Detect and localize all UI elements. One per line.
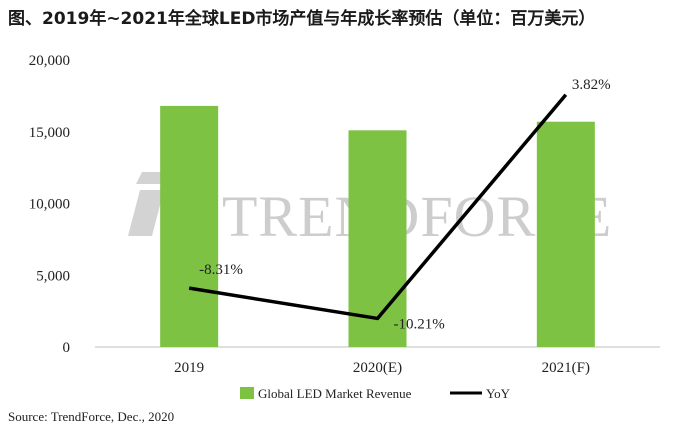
yoy-line-layer (188, 93, 568, 321)
x-tick-label: 2019 (174, 360, 204, 376)
legend-line-label: YoY (486, 386, 511, 401)
bar-2019 (160, 105, 219, 347)
watermark-logo-stem (128, 190, 164, 236)
y-tick-label: 15,000 (29, 125, 70, 141)
legend: Global LED Market Revenue YoY (240, 386, 511, 401)
bars (160, 105, 595, 347)
bar-2020(E) (348, 130, 407, 347)
x-tick-label: 2020(E) (353, 360, 402, 376)
legend-bar-swatch (240, 387, 254, 399)
chart-title: 图、2019年~2021年全球LED市场产值与年成长率预估（单位：百万美元） (8, 8, 595, 29)
y-tick-label: 0 (63, 340, 71, 356)
axes: 0 5,000 10,000 15,000 20,000 2019 2020(E) 2021(… (29, 53, 660, 376)
legend-bar-label: Global LED Market Revenue (258, 386, 412, 401)
yoy-data-label: -10.21% (394, 316, 445, 332)
source-note: Source: TrendForce, Dec., 2020 (8, 409, 174, 424)
y-tick-label: 20,000 (29, 53, 70, 69)
yoy-data-label: 3.82% (572, 77, 611, 93)
y-tick-label: 5,000 (36, 268, 70, 284)
yoy-data-label: -8.31% (199, 262, 243, 278)
labels: -8.31% -10.21% 3.82% (199, 77, 610, 333)
bar-2021(F) (536, 121, 595, 347)
y-tick-label: 10,000 (29, 197, 70, 213)
x-tick-label: 2021(F) (542, 360, 590, 376)
